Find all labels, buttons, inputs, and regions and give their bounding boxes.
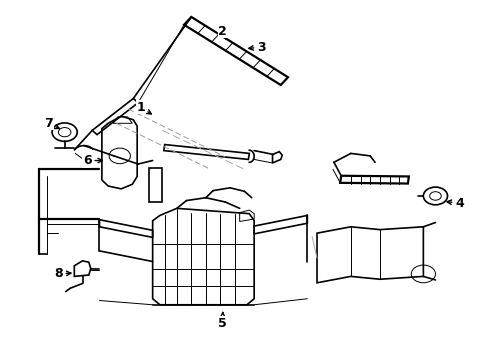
- Text: 3: 3: [248, 41, 265, 54]
- Text: 2: 2: [218, 24, 226, 39]
- Text: 8: 8: [54, 267, 71, 280]
- Text: 6: 6: [83, 154, 102, 167]
- Text: 5: 5: [218, 312, 226, 330]
- Text: 1: 1: [136, 101, 151, 114]
- Text: 7: 7: [44, 117, 59, 130]
- Text: 4: 4: [446, 197, 463, 210]
